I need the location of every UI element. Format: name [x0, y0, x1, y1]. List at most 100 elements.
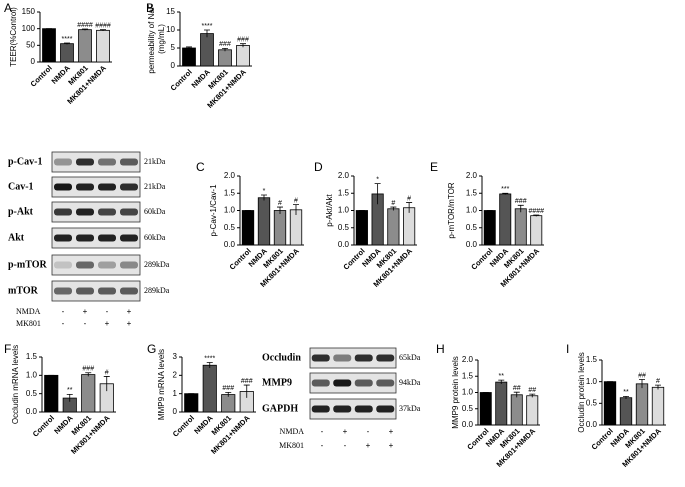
blot-band: [76, 158, 94, 166]
treatment-sign: -: [344, 441, 347, 450]
y-tick-label: 1.5: [462, 371, 474, 380]
y-tick-label: 0: [31, 57, 36, 66]
bar: [514, 208, 527, 246]
bar: [510, 394, 523, 426]
blot-size-label: 94kDa: [399, 378, 421, 387]
treatment-sign: -: [84, 319, 87, 328]
y-axis-label: MMP9 mRNA levels: [157, 349, 166, 420]
treatment-label: MK801: [279, 441, 304, 450]
significance-label: ###: [219, 41, 231, 48]
y-tick-label: 0.0: [26, 407, 38, 416]
blot-band: [333, 354, 352, 362]
blot-band: [54, 208, 72, 216]
bar: [355, 210, 368, 246]
significance-label: ##: [638, 372, 646, 379]
bar: [200, 33, 214, 67]
significance-label: **: [623, 389, 629, 396]
treatment-sign: +: [343, 427, 348, 436]
bar: [184, 393, 199, 413]
y-tick-label: 0.5: [586, 398, 598, 407]
blot-size-label: 21kDa: [144, 182, 166, 191]
y-tick-label: 1.0: [586, 377, 598, 386]
blot-size-label: 60kDa: [144, 233, 166, 242]
bar: [44, 374, 59, 413]
error-bar: [240, 43, 246, 48]
bar: [499, 193, 512, 246]
y-tick-label: 100: [22, 24, 36, 33]
blot-band: [333, 379, 352, 387]
y-axis-label: (mg/mL): [157, 24, 166, 54]
y-tick-label: 150: [22, 7, 36, 16]
error-bar: [293, 204, 299, 215]
blot-row-label: p-Cav-1: [8, 156, 42, 167]
blot-row-label: Occludin: [262, 352, 301, 363]
bar: [182, 47, 196, 67]
blot-band: [376, 379, 395, 387]
error-bar: [655, 384, 661, 390]
blot-band: [120, 287, 138, 295]
x-tick-label: Control: [31, 413, 56, 438]
panel-label: F: [4, 342, 11, 356]
y-tick-label: 0.0: [224, 240, 236, 249]
blot-band: [354, 405, 373, 413]
bar: [635, 383, 649, 426]
treatment-sign: +: [366, 441, 371, 450]
significance-label: ****: [204, 355, 215, 362]
significance-label: ***: [501, 186, 509, 193]
bar: [273, 210, 287, 246]
bar: [387, 208, 400, 246]
error-bar: [639, 379, 645, 389]
blot-band: [76, 261, 94, 269]
error-bar: [513, 391, 520, 398]
treatment-sign: +: [389, 441, 394, 450]
bar: [81, 374, 96, 413]
significance-label: ###: [241, 378, 253, 385]
y-tick-label: 2.0: [338, 171, 350, 180]
y-tick-label: 1.0: [26, 370, 38, 379]
bar: [60, 43, 74, 63]
significance-label: #: [105, 369, 109, 376]
y-axis-label: TEER(%Control): [9, 7, 18, 67]
significance-label: #: [278, 200, 282, 207]
treatment-sign: +: [83, 307, 88, 316]
blot-band: [120, 158, 138, 166]
blot-frame: [51, 254, 141, 276]
y-tick-label: 15: [166, 7, 175, 16]
bar: [218, 49, 232, 67]
blot-size-label: 289kDa: [144, 286, 170, 295]
y-tick-label: 0: [171, 61, 176, 70]
treatment-sign: -: [321, 441, 324, 450]
panel-label: B: [146, 1, 154, 15]
blot-band: [76, 208, 94, 216]
blot-band: [98, 183, 116, 191]
y-tick-label: 0.0: [462, 420, 474, 429]
error-bar: [277, 206, 283, 214]
significance-label: ####: [95, 23, 111, 30]
bar: [202, 364, 217, 413]
y-tick-label: 1.0: [466, 206, 478, 215]
panel-label: A: [4, 1, 12, 15]
error-bar: [261, 194, 267, 201]
error-bar: [66, 394, 73, 402]
error-bar: [406, 202, 413, 213]
blot-row-label: Akt: [8, 232, 25, 243]
blot-frame: [51, 176, 141, 198]
y-tick-label: 0.5: [462, 404, 474, 413]
y-tick-label: 0.0: [466, 240, 478, 249]
y-tick-label: 1.5: [586, 355, 598, 364]
error-bar: [85, 372, 92, 377]
blot-row-label: GAPDH: [262, 403, 298, 414]
blot-size-label: 21kDa: [144, 157, 166, 166]
treatment-sign: +: [127, 319, 132, 328]
error-bar: [502, 192, 509, 195]
treatment-sign: -: [367, 427, 370, 436]
blot-frame: [309, 372, 397, 394]
blot-band: [311, 405, 330, 413]
significance-label: #: [656, 378, 660, 385]
treatment-sign: +: [127, 307, 132, 316]
bar: [289, 209, 303, 246]
blot-band: [354, 379, 373, 387]
blot-band: [120, 234, 138, 242]
significance-label: #: [407, 195, 411, 202]
error-bar: [103, 376, 110, 392]
